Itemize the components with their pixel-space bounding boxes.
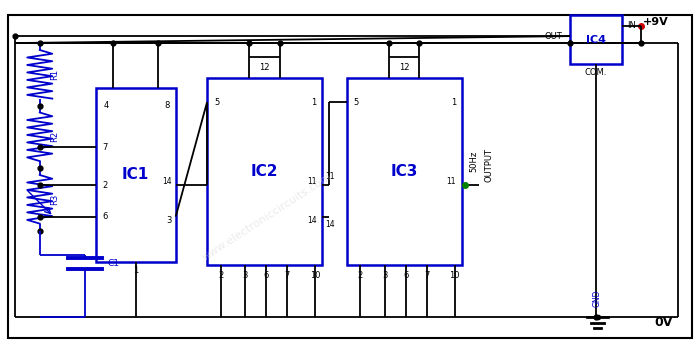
Text: R1: R1 [50,69,60,80]
Text: 2: 2 [218,271,223,280]
Text: +9V: +9V [643,17,668,27]
Text: OUT: OUT [545,32,563,41]
Text: IN: IN [627,21,636,30]
Text: 2: 2 [358,271,363,280]
Bar [570,15,622,64]
Text: 1: 1 [451,98,456,107]
Text: 2: 2 [102,181,108,190]
Text: 1: 1 [312,98,316,107]
Text: OUTPUT: OUTPUT [485,148,494,182]
Text: 11: 11 [307,177,316,187]
Bar [346,78,461,265]
Text: 50Hz: 50Hz [470,150,479,172]
Text: 0V: 0V [654,316,673,329]
Text: 1: 1 [133,266,138,275]
Text: 6: 6 [403,271,409,280]
Text: 7: 7 [285,271,290,280]
Text: 14: 14 [162,177,172,187]
Text: 5: 5 [354,98,358,107]
Text: 14: 14 [307,216,316,225]
Text: 6: 6 [102,212,108,221]
Text: 7: 7 [424,271,429,280]
Text: 11: 11 [325,172,335,181]
Text: 3: 3 [382,271,388,280]
Text: www.electroniccircuits.com: www.electroniccircuits.com [199,171,333,262]
Text: COM.: COM. [584,68,607,77]
Text: 11: 11 [447,177,456,187]
Text: 8: 8 [164,101,170,110]
Text: 14: 14 [325,220,335,229]
Text: IC1: IC1 [122,168,149,182]
Text: 3: 3 [166,216,172,225]
Text: 5: 5 [214,98,219,107]
Bar [207,78,322,265]
Text: 4: 4 [104,101,109,110]
Text: GND: GND [593,289,602,307]
Text: 10: 10 [310,271,321,280]
Text: 7: 7 [102,143,108,152]
Text: R2: R2 [50,131,60,142]
Text: 3: 3 [243,271,248,280]
Text: IC2: IC2 [251,164,279,179]
Text: R3: R3 [50,194,60,205]
Text: 12: 12 [259,63,270,72]
Bar [95,88,176,262]
Text: C1: C1 [107,259,120,268]
Text: 10: 10 [449,271,460,280]
Text: IC3: IC3 [391,164,418,179]
Text: 12: 12 [399,63,409,72]
Text: 6: 6 [264,271,269,280]
Text: IC4: IC4 [586,35,606,44]
